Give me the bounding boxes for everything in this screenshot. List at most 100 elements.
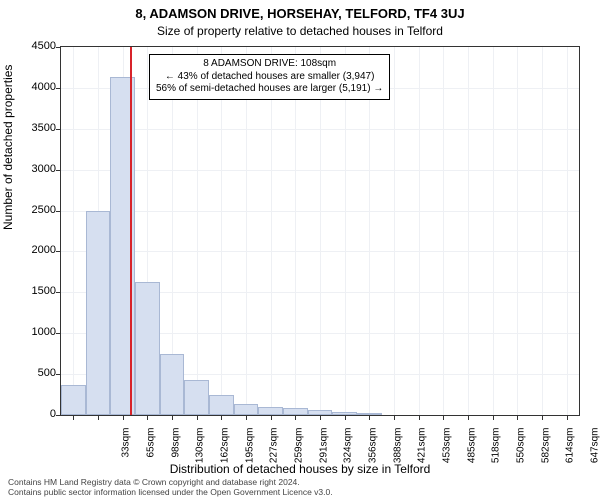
histogram-bar [135, 282, 160, 415]
xtick-mark [567, 415, 568, 420]
marker-line [130, 47, 132, 415]
ytick-label: 500 [6, 367, 56, 379]
xtick-mark [320, 415, 321, 420]
ytick-mark [56, 251, 61, 252]
xtick-label: 453sqm [442, 428, 453, 478]
gridline-v [320, 47, 321, 415]
xtick-mark [221, 415, 222, 420]
gridline-v [517, 47, 518, 415]
footer-line1: Contains HM Land Registry data © Crown c… [8, 477, 300, 487]
xtick-label: 388sqm [392, 428, 403, 478]
ytick-mark [56, 170, 61, 171]
xtick-mark [468, 415, 469, 420]
histogram-bar [86, 211, 111, 415]
annotation-box: 8 ADAMSON DRIVE: 108sqm ← 43% of detache… [149, 54, 390, 100]
xtick-mark [419, 415, 420, 420]
gridline-v [394, 47, 395, 415]
xtick-mark [394, 415, 395, 420]
xtick-mark [493, 415, 494, 420]
xtick-label: 162sqm [220, 428, 231, 478]
xtick-label: 65sqm [146, 428, 157, 478]
chart-container: 8, ADAMSON DRIVE, HORSEHAY, TELFORD, TF4… [0, 0, 600, 500]
histogram-bar [308, 410, 333, 415]
xtick-label: 356sqm [368, 428, 379, 478]
xtick-label: 291sqm [318, 428, 329, 478]
xtick-mark [345, 415, 346, 420]
xtick-mark [542, 415, 543, 420]
ytick-mark [56, 374, 61, 375]
xtick-label: 98sqm [170, 428, 181, 478]
annotation-line2: ← 43% of detached houses are smaller (3,… [156, 71, 383, 84]
xtick-label: 582sqm [540, 428, 551, 478]
xtick-label: 518sqm [491, 428, 502, 478]
gridline-v [197, 47, 198, 415]
xtick-mark [443, 415, 444, 420]
plot-area: 8 ADAMSON DRIVE: 108sqm ← 43% of detache… [60, 46, 580, 416]
gridline-v [542, 47, 543, 415]
xtick-label: 485sqm [466, 428, 477, 478]
chart-title-line1: 8, ADAMSON DRIVE, HORSEHAY, TELFORD, TF4… [0, 6, 600, 21]
gridline-v [443, 47, 444, 415]
xtick-mark [172, 415, 173, 420]
ytick-label: 1500 [6, 285, 56, 297]
xtick-label: 259sqm [294, 428, 305, 478]
gridline-v [468, 47, 469, 415]
ytick-mark [56, 129, 61, 130]
xtick-mark [123, 415, 124, 420]
histogram-bar [234, 404, 259, 415]
xtick-label: 421sqm [417, 428, 428, 478]
ytick-label: 1000 [6, 326, 56, 338]
xtick-label: 33sqm [121, 428, 132, 478]
ytick-label: 4500 [6, 40, 56, 52]
histogram-bar [184, 380, 209, 415]
gridline-v [567, 47, 568, 415]
xtick-label: 130sqm [195, 428, 206, 478]
gridline-v [73, 47, 74, 415]
gridline-v [419, 47, 420, 415]
ytick-label: 0 [6, 408, 56, 420]
gridline-v [295, 47, 296, 415]
xtick-label: 647sqm [590, 428, 600, 478]
xtick-mark [73, 415, 74, 420]
xtick-mark [147, 415, 148, 420]
footer-line2: Contains public sector information licen… [8, 487, 333, 497]
xtick-mark [98, 415, 99, 420]
gridline-v [493, 47, 494, 415]
xtick-mark [517, 415, 518, 420]
ytick-label: 2000 [6, 244, 56, 256]
gridline-v [369, 47, 370, 415]
xtick-mark [369, 415, 370, 420]
gridline-v [345, 47, 346, 415]
histogram-bar [209, 395, 234, 415]
xtick-label: 324sqm [343, 428, 354, 478]
chart-title-line2: Size of property relative to detached ho… [0, 24, 600, 38]
gridline-v [246, 47, 247, 415]
ytick-mark [56, 292, 61, 293]
histogram-bar [283, 408, 308, 415]
histogram-bar [160, 354, 185, 415]
ytick-mark [56, 88, 61, 89]
ytick-mark [56, 211, 61, 212]
xtick-label: 195sqm [244, 428, 255, 478]
gridline-v [271, 47, 272, 415]
annotation-line3: 56% of semi-detached houses are larger (… [156, 83, 383, 96]
xtick-mark [295, 415, 296, 420]
ytick-mark [56, 47, 61, 48]
xtick-mark [271, 415, 272, 420]
ytick-label: 3000 [6, 163, 56, 175]
ytick-mark [56, 333, 61, 334]
xtick-label: 614sqm [565, 428, 576, 478]
ytick-mark [56, 415, 61, 416]
histogram-bar [258, 407, 283, 415]
histogram-bar [332, 412, 357, 415]
footer-text: Contains HM Land Registry data © Crown c… [8, 478, 592, 498]
histogram-bar [61, 385, 86, 415]
ytick-label: 4000 [6, 81, 56, 93]
xtick-label: 550sqm [516, 428, 527, 478]
gridline-v [221, 47, 222, 415]
histogram-bar [357, 413, 382, 415]
xtick-label: 227sqm [269, 428, 280, 478]
ytick-label: 3500 [6, 122, 56, 134]
ytick-label: 2500 [6, 204, 56, 216]
annotation-line1: 8 ADAMSON DRIVE: 108sqm [156, 58, 383, 71]
